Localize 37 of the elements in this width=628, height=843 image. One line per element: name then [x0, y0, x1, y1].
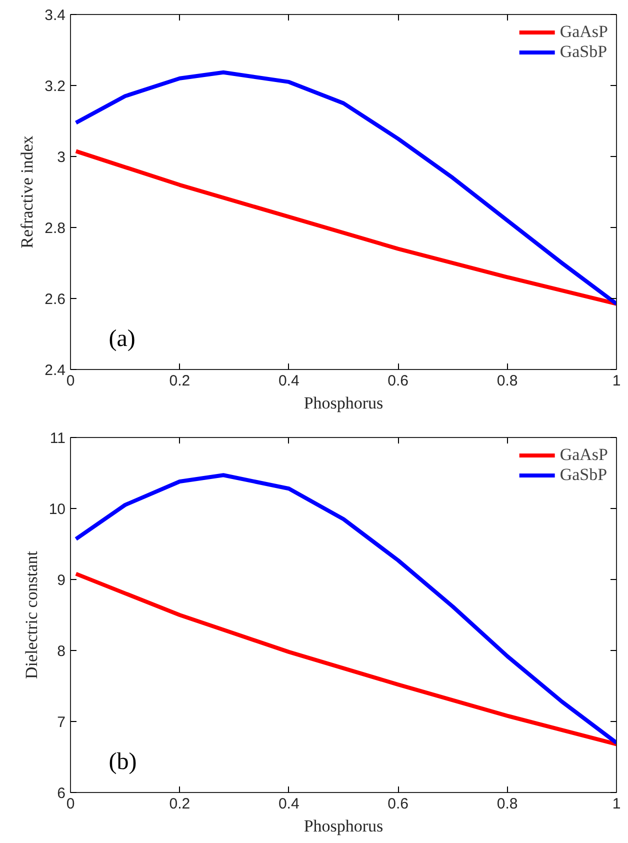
- x-tick-label: 0.8: [496, 372, 518, 390]
- x-tick-label: 0.8: [496, 796, 518, 812]
- y-tick-label: 10: [48, 501, 66, 518]
- x-axis-title: Phosphorus: [304, 816, 384, 836]
- x-tick-label: 0.2: [169, 796, 190, 812]
- y-tick-label: 6: [57, 785, 66, 802]
- annotation: (a): [108, 326, 136, 352]
- y-tick-label: 9: [57, 572, 66, 589]
- x-tick-label: 0: [66, 372, 75, 390]
- x-tick-label: 0: [66, 796, 75, 812]
- x-tick-label: 0.6: [388, 796, 409, 812]
- y-tick-label: 2.6: [44, 291, 66, 308]
- y-axis-title: Refractive index: [18, 135, 37, 248]
- y-tick-label: 8: [57, 643, 66, 660]
- y-tick-label: 11: [50, 430, 66, 447]
- y-tick-label: 2.8: [44, 220, 66, 237]
- y-tick-label: 2.4: [44, 362, 66, 379]
- y-tick-label: 3.2: [44, 78, 66, 95]
- legend-label: GaSbP: [560, 465, 608, 485]
- line-series: [74, 70, 616, 306]
- x-tick-label: 1: [612, 796, 621, 812]
- annotation: (b): [108, 748, 137, 775]
- y-tick-label: 7: [57, 714, 66, 731]
- legend-label: GaAsP: [560, 22, 608, 42]
- x-tick-label: 0.2: [169, 372, 190, 390]
- x-tick-label: 0.4: [278, 372, 300, 390]
- line-series: [74, 572, 616, 746]
- x-tick-label: 1: [612, 372, 621, 390]
- line-series: [74, 149, 616, 306]
- x-tick-label: 0.6: [388, 372, 409, 390]
- y-tick-label: 3.4: [44, 7, 66, 24]
- x-tick-label: 0.4: [278, 796, 300, 812]
- x-axis-title: Phosphorus: [304, 394, 384, 412]
- legend-label: GaAsP: [560, 445, 608, 465]
- y-axis-title: Dielectric constant: [22, 550, 41, 679]
- legend-label: GaSbP: [560, 42, 608, 62]
- y-tick-label: 3: [57, 149, 66, 166]
